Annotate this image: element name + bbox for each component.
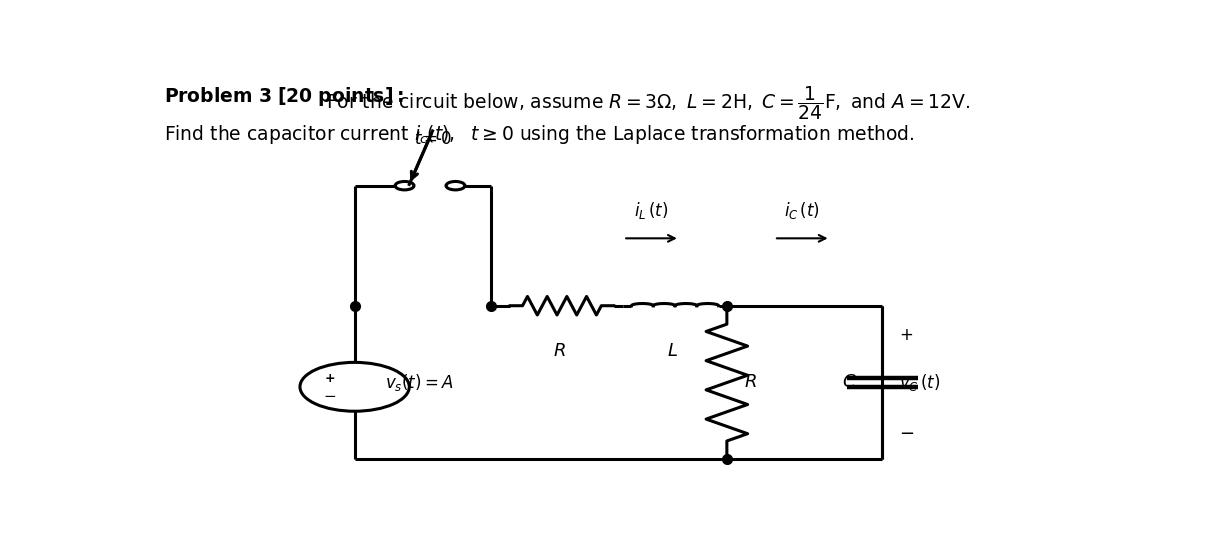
Text: $t = 0$: $t = 0$ xyxy=(413,130,452,148)
Text: For the circuit below, assume $R = 3\Omega,\ L = 2\mathrm{H},\ C = \dfrac{1}{24}: For the circuit below, assume $R = 3\Ome… xyxy=(326,85,970,123)
Text: $C$: $C$ xyxy=(843,374,857,391)
Circle shape xyxy=(395,182,413,190)
Text: $v_s(t) = A$: $v_s(t) = A$ xyxy=(384,372,454,393)
Text: $R$: $R$ xyxy=(553,341,565,359)
Text: −: − xyxy=(323,388,337,404)
Text: $R$: $R$ xyxy=(744,374,756,391)
Text: $i_C\,(t)$: $i_C\,(t)$ xyxy=(784,201,821,222)
Text: $v_C\,(t)$: $v_C\,(t)$ xyxy=(900,372,940,393)
Text: +: + xyxy=(325,372,336,385)
Text: $\mathbf{Problem\ 3\ [20\ points]:}$: $\mathbf{Problem\ 3\ [20\ points]:}$ xyxy=(164,85,404,108)
Text: $i_L\,(t)$: $i_L\,(t)$ xyxy=(635,201,669,222)
Text: $L$: $L$ xyxy=(666,341,677,359)
Text: $-$: $-$ xyxy=(900,423,914,441)
Circle shape xyxy=(446,182,465,190)
Text: $+$: $+$ xyxy=(900,326,913,344)
Text: Find the capacitor current $i_c(t),\ \ t\geq 0$ using the Laplace transformation: Find the capacitor current $i_c(t),\ \ t… xyxy=(164,123,914,146)
